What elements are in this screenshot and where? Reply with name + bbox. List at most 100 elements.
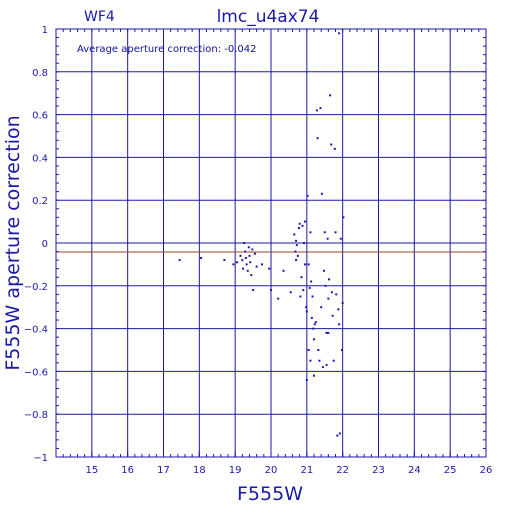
data-point [309,359,312,362]
x-tick-label: 24 [408,465,421,476]
data-point [316,137,319,140]
y-tick-label: 0.6 [32,111,48,122]
y-tick-label: 0.8 [32,68,48,79]
data-point [306,194,309,197]
x-tick-label: 20 [265,465,278,476]
y-tick-label: −0.8 [24,410,48,421]
data-point [321,366,324,369]
data-point [243,242,246,244]
data-point [178,259,181,262]
data-point [338,432,341,435]
y-tick-label: −0.4 [24,325,48,336]
data-point [297,227,300,230]
y-tick-label: −1 [33,453,48,464]
chart-title: lmc_u4ax74 [217,7,320,27]
data-point [326,237,329,240]
data-point [328,278,331,281]
y-tick-label: 0.4 [32,153,48,164]
data-point [244,256,247,259]
x-tick-label: 16 [121,465,134,476]
data-point [246,269,249,272]
data-point [311,295,314,298]
data-point [295,244,298,247]
data-point [289,291,292,294]
data-point [241,259,244,262]
data-point [253,252,256,255]
data-point [308,286,311,289]
x-tick-label: 15 [85,465,98,476]
data-point [305,306,308,309]
data-point [315,109,318,112]
x-tick-label: 17 [157,465,170,476]
data-point [341,301,344,304]
x-tick-label: 25 [444,465,457,476]
data-point [319,107,322,110]
data-point [320,192,323,195]
data-point [251,248,254,251]
y-tick-label: 0.2 [32,196,48,207]
data-point [313,374,315,377]
data-point [296,254,299,257]
data-point [302,242,305,244]
x-tick-label: 26 [480,465,493,476]
data-point [268,267,271,270]
data-point [232,263,235,266]
data-point [313,323,316,326]
data-point [298,222,301,225]
data-point [305,378,308,381]
data-point [277,297,280,300]
data-point [338,32,341,35]
x-tick-label: 23 [372,465,385,476]
data-point [305,310,308,313]
data-point [333,147,336,150]
y-tick-label: −0.6 [24,367,48,378]
data-point [337,308,340,311]
data-point [295,239,298,242]
x-tick-label: 18 [193,465,206,476]
data-point [318,359,321,362]
data-point [336,434,339,437]
x-tick-labels: 15 16 17 18 19 20 21 22 23 24 25 26 [85,465,492,476]
data-points [178,32,345,437]
data-point [323,269,326,272]
data-point [252,289,255,292]
data-point [340,349,343,351]
data-point [255,265,258,268]
x-tick-label: 22 [336,465,349,476]
x-axis-label: F555W [237,483,303,505]
data-point [295,259,298,262]
data-point [325,363,328,366]
plot-frame [55,28,487,458]
data-point [317,349,320,351]
data-point [300,276,303,279]
data-point [325,331,328,334]
x-tick-label: 19 [229,465,242,476]
data-point [338,323,341,326]
data-point [307,349,310,351]
data-point [320,306,323,309]
data-point [249,261,252,264]
data-point [330,143,333,146]
data-point [293,233,296,236]
data-point [302,289,305,292]
data-point [294,250,297,253]
reference-lines [56,242,486,253]
data-point [242,267,245,270]
data-point [304,263,307,266]
data-point [223,259,226,262]
x-tick-label: 21 [300,465,313,476]
data-point [200,256,203,259]
data-point [342,216,345,219]
data-point [323,231,326,234]
data-point [327,297,330,300]
data-point [314,321,317,324]
data-point [330,291,333,294]
data-point [270,289,272,292]
data-point [304,220,307,223]
data-point [313,338,315,341]
data-point [334,231,337,234]
data-point [310,316,313,319]
data-point [339,237,342,240]
data-point [332,359,335,362]
